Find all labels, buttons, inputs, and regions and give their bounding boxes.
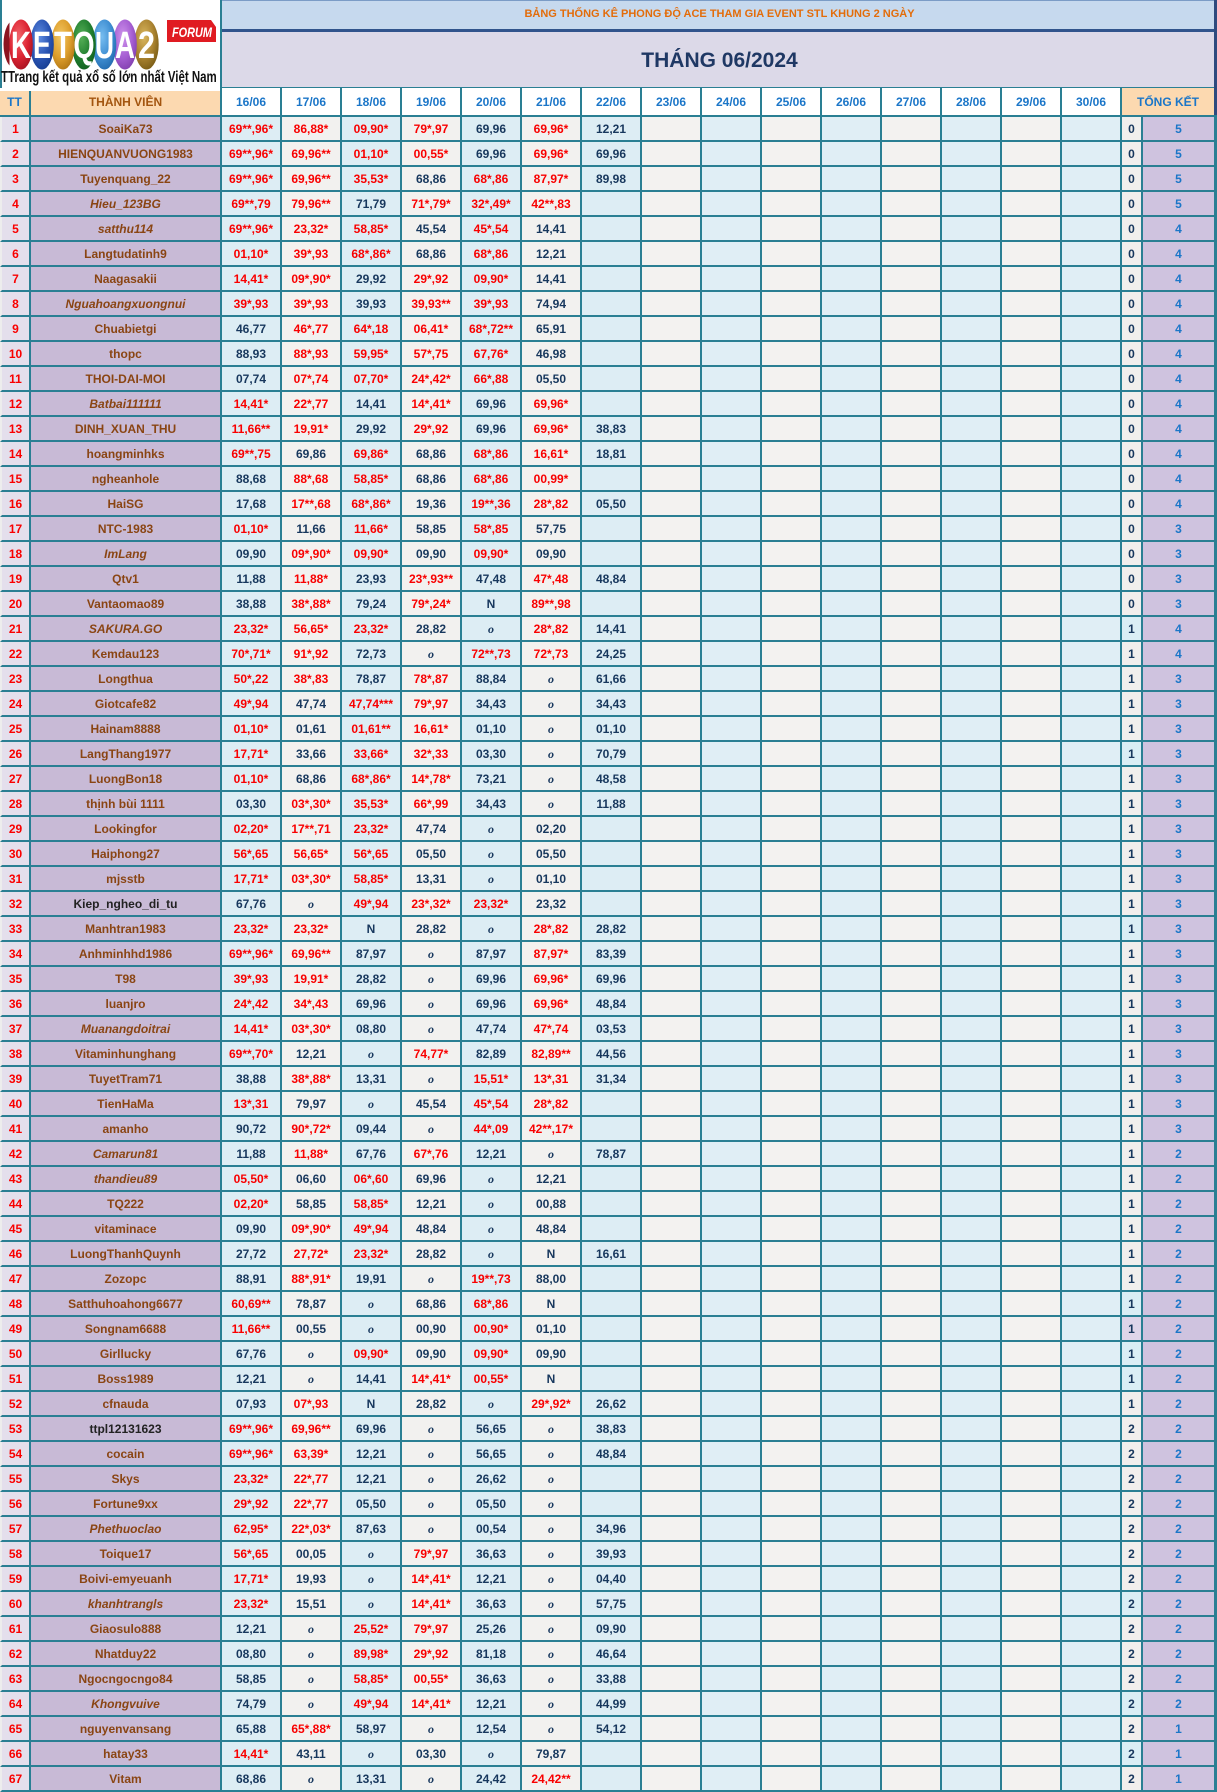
svg-text:E: E: [33, 25, 51, 67]
svg-text:T: T: [54, 25, 72, 67]
svg-text:U: U: [95, 25, 114, 67]
svg-text:FORUM: FORUM: [172, 24, 212, 40]
svg-text:Q: Q: [74, 25, 95, 67]
svg-text:K: K: [11, 25, 31, 67]
svg-text:A: A: [115, 25, 135, 67]
svg-text:2: 2: [138, 25, 155, 67]
